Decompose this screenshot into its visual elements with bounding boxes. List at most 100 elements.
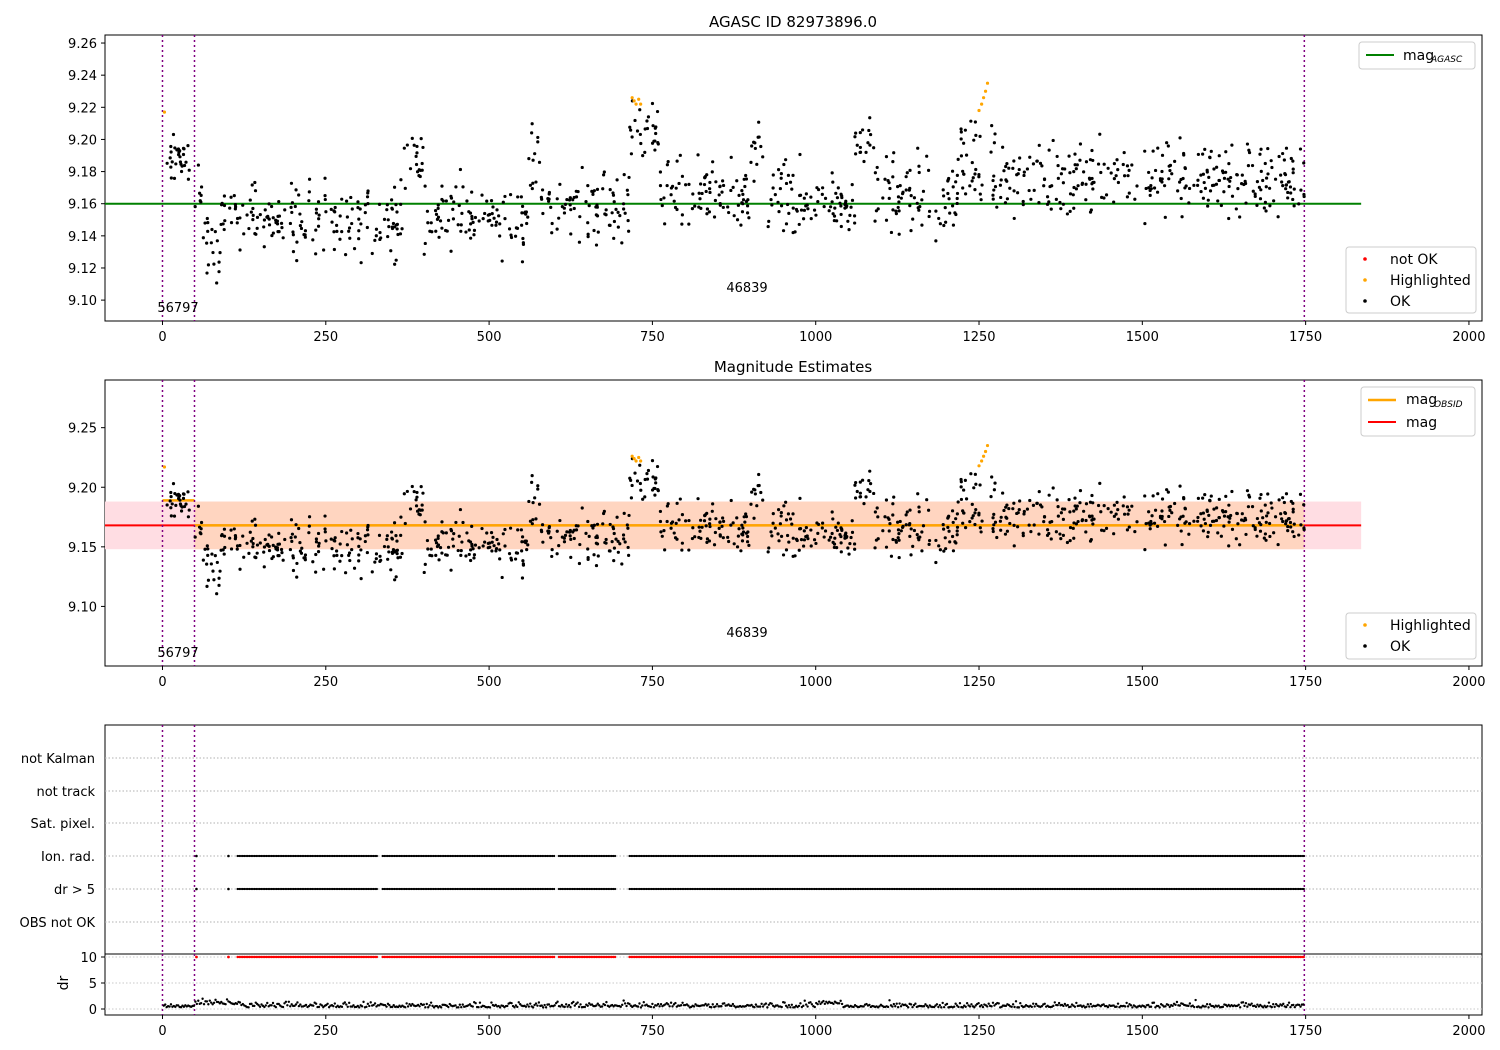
dr-point	[1174, 1003, 1177, 1007]
ok-point	[741, 530, 746, 534]
dr-clipped-point	[990, 955, 993, 959]
ok-point	[550, 221, 554, 226]
ok-point	[883, 515, 887, 519]
ok-point	[662, 529, 666, 533]
flag-point	[522, 854, 525, 858]
dr-clipped-point	[891, 955, 894, 959]
ok-point	[569, 555, 573, 559]
flag-point	[480, 854, 483, 858]
dr-clipped-point	[435, 955, 439, 959]
ok-point	[884, 498, 889, 502]
flag-point	[541, 887, 544, 891]
ok-point	[1202, 180, 1206, 185]
ok-point	[352, 566, 357, 570]
ok-point	[946, 525, 950, 529]
dr-clipped-point	[754, 955, 757, 959]
dr-point	[797, 1004, 801, 1008]
flag-point	[1294, 854, 1297, 858]
ok-point	[1208, 499, 1212, 503]
flag-point	[1183, 854, 1187, 858]
flag-point	[1120, 887, 1124, 891]
ok-point	[1268, 534, 1272, 539]
flag-point	[1285, 854, 1288, 858]
flag-point	[1301, 887, 1304, 891]
ok-point	[934, 209, 938, 213]
flag-point	[771, 854, 774, 858]
ok-point	[1004, 505, 1008, 509]
dr-clipped-point	[1265, 955, 1268, 959]
ok-point	[374, 557, 378, 561]
flag-point	[451, 887, 454, 891]
dr-clipped-point	[584, 955, 588, 959]
ok-point	[654, 481, 658, 485]
flag-point	[716, 854, 719, 858]
ok-point	[451, 544, 456, 548]
ok-point	[1104, 193, 1109, 197]
dr-clipped-point	[566, 955, 569, 959]
dr-clipped-point	[297, 955, 300, 959]
ok-point	[665, 183, 669, 188]
flag-point	[435, 854, 439, 858]
dr-clipped-point	[966, 955, 969, 959]
dr-clipped-point	[906, 955, 910, 959]
ok-point	[335, 229, 339, 233]
ok-point	[891, 502, 895, 506]
dr-point	[1282, 1002, 1285, 1006]
ok-point	[182, 492, 186, 496]
ok-point	[520, 549, 524, 553]
flag-point	[493, 854, 496, 858]
flag-point	[801, 854, 804, 858]
flag-point	[1007, 887, 1010, 891]
ok-point	[250, 183, 254, 187]
ok-point	[711, 502, 715, 506]
dr-point	[628, 1002, 631, 1006]
flag-point	[657, 854, 660, 858]
flag-point	[449, 854, 452, 858]
dr-clipped-point	[910, 955, 913, 959]
flag-point	[1229, 887, 1232, 891]
ok-point	[458, 167, 463, 172]
ok-point	[516, 528, 520, 532]
dr-clipped-point	[743, 955, 747, 959]
flag-point	[1002, 887, 1005, 891]
flag-point	[324, 887, 328, 891]
ok-point	[950, 169, 955, 173]
flag-point	[927, 854, 930, 858]
dr-clipped-point	[491, 955, 495, 959]
ok-point	[888, 186, 892, 191]
dr-point	[1066, 1003, 1069, 1007]
flag-point	[638, 887, 641, 891]
flag-point	[272, 854, 275, 858]
flag-point	[1131, 854, 1134, 858]
dr-clipped-point	[520, 955, 524, 959]
ok-point	[1037, 201, 1041, 205]
dr-point	[1241, 1001, 1245, 1004]
ok-point	[1133, 197, 1137, 201]
flag-point	[818, 854, 821, 858]
ok-point	[991, 529, 995, 534]
flag-point	[901, 854, 905, 858]
ok-point	[423, 184, 427, 188]
ok-point	[1272, 199, 1276, 203]
ok-point	[1259, 147, 1263, 151]
ok-point	[1291, 507, 1295, 511]
ok-point	[322, 567, 326, 571]
flag-point	[1156, 854, 1159, 858]
ok-point	[666, 160, 670, 164]
dr-point	[1280, 1004, 1284, 1007]
flag-point	[1093, 887, 1096, 891]
dr-point	[625, 1004, 628, 1008]
ok-point	[776, 200, 780, 204]
ok-point	[904, 175, 908, 179]
dr-point	[1221, 1005, 1225, 1009]
dr-point	[941, 1001, 944, 1005]
dr-clipped-point	[1141, 955, 1144, 959]
flag-point	[828, 887, 832, 891]
ok-point	[962, 172, 966, 176]
dr-clipped-point	[696, 955, 699, 959]
flag-point	[544, 887, 547, 891]
ok-point	[1072, 206, 1076, 210]
ok-point	[262, 545, 267, 549]
ok-point	[1203, 521, 1208, 526]
flag-point	[562, 854, 566, 858]
